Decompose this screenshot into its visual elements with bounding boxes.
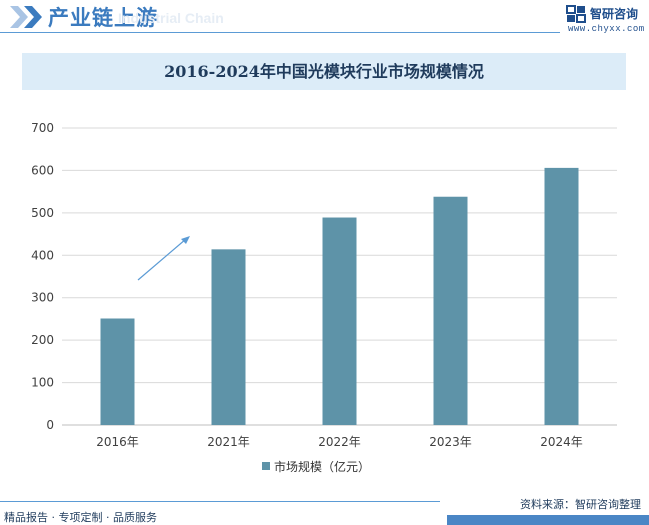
y-tick-label: 200 [31, 333, 54, 347]
trend-arrow-icon [137, 238, 187, 281]
footer-divider [0, 501, 440, 502]
chart-title-band: 2016-2024年中国光模块行业市场规模情况 [22, 53, 626, 90]
source-note: 资料来源：智研咨询整理 [520, 498, 641, 511]
y-tick-label: 600 [31, 163, 54, 177]
bar [100, 318, 135, 425]
footer-slogan: 精品报告 · 专项定制 · 品质服务 [4, 511, 157, 524]
x-tick-label: 2024年 [540, 435, 583, 449]
y-tick-label: 700 [31, 121, 54, 135]
double-chevron-icon [10, 6, 42, 28]
x-tick-label: 2016年 [96, 435, 139, 449]
bar [322, 217, 357, 425]
brand-url: www.chyxx.com [568, 24, 645, 34]
bar [433, 196, 468, 425]
x-tick-label: 2022年 [318, 435, 361, 449]
y-axis-ticks: 0 100 200 300 400 500 600 700 [31, 121, 54, 432]
x-tick-label: 2021年 [207, 435, 250, 449]
brand-name: 智研咨询 [590, 7, 639, 21]
bar [211, 249, 246, 425]
y-tick-label: 500 [31, 206, 54, 220]
x-axis-ticks: 2016年 2021年 2022年 2023年 2024年 [96, 435, 583, 449]
page-header: 产业链上游 Industrial Chain 智研咨询 www.chyxx.co… [0, 0, 649, 36]
header-divider [0, 32, 560, 33]
y-tick-label: 100 [31, 376, 54, 390]
legend-swatch [262, 462, 270, 470]
brand-logo-icon [566, 5, 586, 23]
section-title: 产业链上游 [48, 5, 158, 30]
bar [544, 167, 579, 425]
chart-title: 2016-2024年中国光模块行业市场规模情况 [164, 62, 484, 81]
trend-arrow-head-icon [181, 236, 190, 244]
x-tick-label: 2023年 [429, 435, 472, 449]
y-tick-label: 0 [46, 418, 54, 432]
chart-bars [100, 167, 579, 425]
chart-legend: 市场规模（亿元） [262, 457, 370, 475]
y-tick-label: 300 [31, 291, 54, 305]
legend-label: 市场规模（亿元） [274, 459, 371, 474]
y-tick-label: 400 [31, 248, 54, 262]
section-ghost-text: Industrial Chain [118, 10, 224, 26]
footer-accent-bar [447, 515, 649, 525]
